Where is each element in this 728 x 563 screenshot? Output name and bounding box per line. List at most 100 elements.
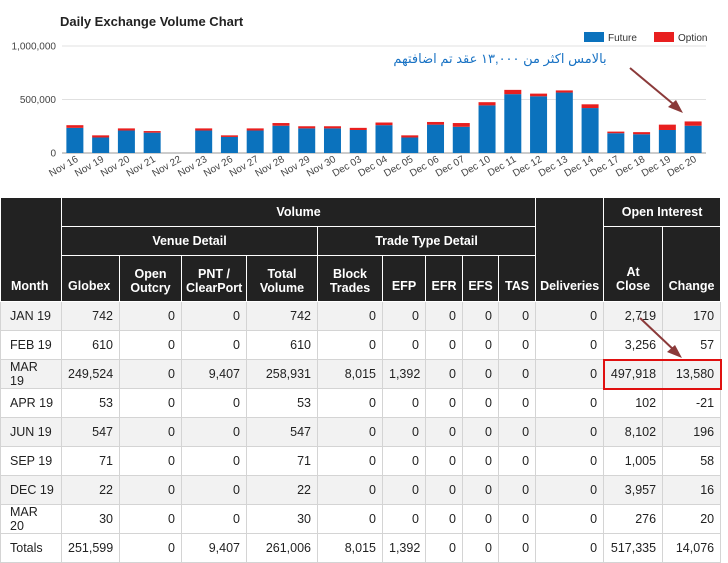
cell-block-trades: 0 <box>317 388 383 418</box>
total-total-volume: 261,006 <box>246 533 318 563</box>
cell-change: -21 <box>662 388 722 418</box>
bar-option-dec-05[interactable] <box>401 135 419 138</box>
bar-option-nov-20[interactable] <box>117 128 135 131</box>
bar-option-dec-18[interactable] <box>633 132 651 135</box>
cell-pnt-clearport: 0 <box>181 388 247 418</box>
bar-option-dec-11[interactable] <box>504 89 522 95</box>
table-row: FEB 19 610 0 0 610 0 0 0 0 0 0 3,256 57 <box>0 330 722 360</box>
bar-future-dec-18[interactable] <box>633 134 651 153</box>
cell-open-outcry: 0 <box>119 504 182 534</box>
bar-future-nov-26[interactable] <box>220 136 238 153</box>
bar-option-dec-19[interactable] <box>658 124 676 130</box>
bar-option-nov-19[interactable] <box>92 135 110 138</box>
bar-future-nov-16[interactable] <box>66 127 84 153</box>
cell-pnt-clearport: 0 <box>181 504 247 534</box>
cell-change: 13,580 <box>662 359 722 389</box>
cell-deliveries: 0 <box>535 504 605 534</box>
total-change: 14,076 <box>662 533 722 563</box>
bar-future-dec-05[interactable] <box>401 137 419 153</box>
bar-future-dec-20[interactable] <box>684 125 702 153</box>
header-at-close: At Close <box>603 226 664 302</box>
bar-option-nov-27[interactable] <box>246 128 264 131</box>
cell-open-outcry: 0 <box>119 475 182 505</box>
bar-future-dec-07[interactable] <box>452 126 470 153</box>
cell-tas: 0 <box>497 446 537 476</box>
total-at-close: 517,335 <box>603 533 664 563</box>
total-pnt-clearport: 9,407 <box>181 533 247 563</box>
bar-future-nov-19[interactable] <box>92 137 110 153</box>
bar-future-nov-20[interactable] <box>117 130 135 153</box>
bar-future-dec-14[interactable] <box>581 108 599 153</box>
bar-option-nov-30[interactable] <box>323 126 341 129</box>
bar-future-dec-10[interactable] <box>478 105 496 153</box>
cell-efr: 0 <box>425 504 463 534</box>
header-efp: EFP <box>382 255 426 302</box>
total-globex: 251,599 <box>61 533 120 563</box>
daily-volume-chart: Daily Exchange Volume Chart 1,000,000 500… <box>0 0 728 196</box>
chart-legend: Future Option <box>584 32 707 44</box>
cell-change: 170 <box>662 301 722 331</box>
cell-globex: 53 <box>61 388 120 418</box>
cell-total-volume: 547 <box>246 417 318 447</box>
cell-at-close: 102 <box>603 388 664 418</box>
bar-option-dec-03[interactable] <box>349 127 367 130</box>
bar-option-dec-17[interactable] <box>607 131 625 134</box>
cell-at-close: 2,719 <box>603 301 664 331</box>
bar-future-dec-13[interactable] <box>555 92 573 153</box>
bar-option-dec-06[interactable] <box>427 121 445 125</box>
bar-future-dec-12[interactable] <box>530 96 548 153</box>
bar-future-dec-11[interactable] <box>504 94 522 153</box>
cell-efr: 0 <box>425 417 463 447</box>
bar-option-dec-07[interactable] <box>452 123 470 127</box>
cell-total-volume: 71 <box>246 446 318 476</box>
bar-future-nov-21[interactable] <box>143 132 161 153</box>
cell-at-close: 276 <box>603 504 664 534</box>
cell-pnt-clearport: 0 <box>181 301 247 331</box>
header-deliveries: Deliveries <box>535 197 605 302</box>
cell-pnt-clearport: 9,407 <box>181 359 247 389</box>
cell-deliveries: 0 <box>535 417 605 447</box>
bar-option-dec-13[interactable] <box>555 90 573 93</box>
table-row: SEP 19 71 0 0 71 0 0 0 0 0 0 1,005 58 <box>0 446 722 476</box>
cell-at-close: 8,102 <box>603 417 664 447</box>
highlight-box <box>602 358 722 390</box>
bar-option-dec-20[interactable] <box>684 121 702 126</box>
x-tick-label: Dec 10 <box>460 154 493 180</box>
bar-future-nov-27[interactable] <box>246 130 264 153</box>
bar-future-dec-03[interactable] <box>349 129 367 153</box>
bar-option-dec-10[interactable] <box>478 102 496 106</box>
bar-future-nov-28[interactable] <box>272 125 290 153</box>
bar-future-nov-23[interactable] <box>195 130 213 153</box>
table-row: MAR 20 30 0 0 30 0 0 0 0 0 0 276 20 <box>0 504 722 534</box>
bar-option-nov-28[interactable] <box>272 123 290 126</box>
cell-block-trades: 0 <box>317 475 383 505</box>
cell-globex: 249,524 <box>61 359 120 389</box>
cell-block-trades: 0 <box>317 504 383 534</box>
cell-deliveries: 0 <box>535 446 605 476</box>
bar-option-dec-12[interactable] <box>530 93 548 97</box>
cell-efs: 0 <box>462 359 499 389</box>
cell-tas: 0 <box>497 475 537 505</box>
bar-future-nov-29[interactable] <box>298 128 316 153</box>
cell-month: FEB 19 <box>0 330 62 360</box>
bar-future-dec-19[interactable] <box>658 129 676 153</box>
bar-future-dec-17[interactable] <box>607 133 625 153</box>
cell-tas: 0 <box>497 330 537 360</box>
bar-option-dec-14[interactable] <box>581 104 599 109</box>
bar-future-dec-04[interactable] <box>375 125 393 153</box>
bar-option-nov-26[interactable] <box>220 135 238 137</box>
header-block-trades: Block Trades <box>317 255 383 302</box>
bar-option-nov-23[interactable] <box>195 128 213 131</box>
bar-option-nov-16[interactable] <box>66 125 84 128</box>
cell-block-trades: 0 <box>317 446 383 476</box>
bar-future-nov-30[interactable] <box>323 128 341 153</box>
bar-option-dec-04[interactable] <box>375 122 393 126</box>
bar-future-dec-06[interactable] <box>427 124 445 153</box>
bar-option-nov-29[interactable] <box>298 126 316 129</box>
bar-option-nov-21[interactable] <box>143 131 161 133</box>
cell-deliveries: 0 <box>535 475 605 505</box>
cell-efr: 0 <box>425 446 463 476</box>
cell-month: APR 19 <box>0 388 62 418</box>
header-volume: Volume <box>60 197 537 227</box>
table-row: DEC 19 22 0 0 22 0 0 0 0 0 0 3,957 16 <box>0 475 722 505</box>
